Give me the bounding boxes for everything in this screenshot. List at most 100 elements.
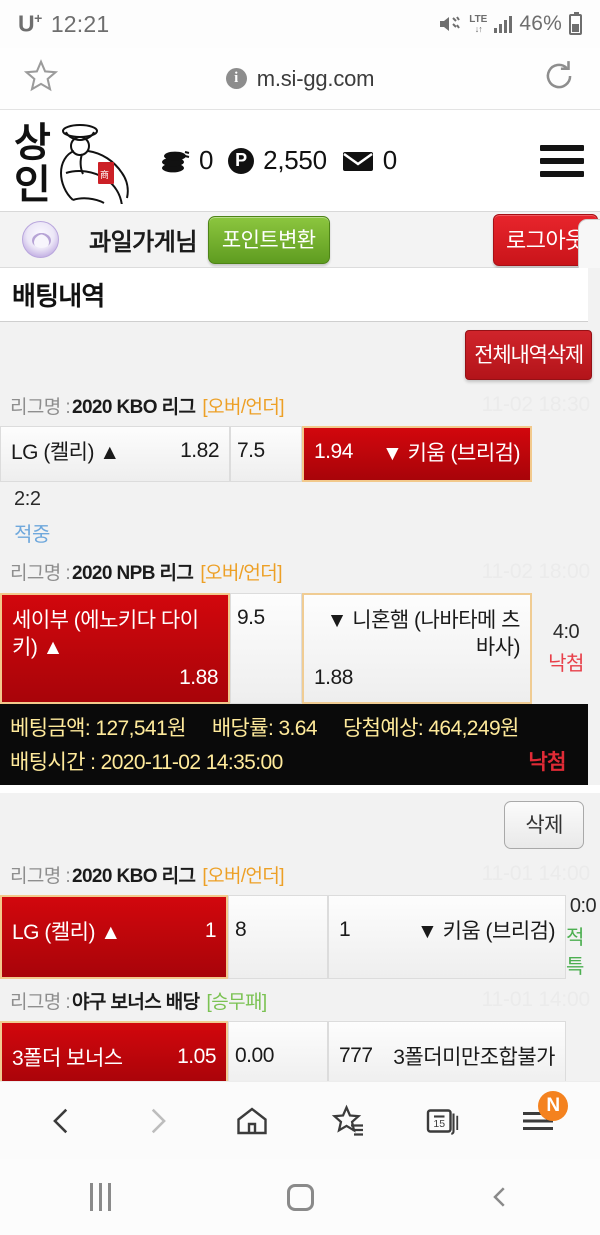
bet-option-away[interactable]: ▼ 니혼햄 (나바타메 츠바사) 1.88 bbox=[302, 592, 532, 705]
android-status-bar: U+ 12:21 LTE ↓↑ 46% bbox=[0, 0, 600, 48]
svg-text:상: 상 bbox=[14, 121, 51, 165]
bet-leg-row: 세이부 (에노키다 다이키) ▲ 1.88 9.5 ▼ 니혼햄 (나바타메 츠바… bbox=[0, 592, 600, 705]
status-left: U+ 12:21 bbox=[18, 10, 109, 38]
leg-result: 4:0 낙첨 bbox=[532, 593, 600, 704]
market-type: [오버/언더] bbox=[200, 563, 282, 585]
bet-option-home-selected[interactable]: LG (켈리) ▲ 1 bbox=[0, 895, 228, 980]
league-label: 리그명 : bbox=[10, 396, 71, 418]
league-header: 리그명 : 2020 KBO 리그 [오버/언더] 11-02 18:30 bbox=[0, 384, 600, 426]
bet-option-bonus-alt[interactable]: 777 3폴더미만조합불가 bbox=[328, 1021, 566, 1081]
bookmark-star-icon[interactable] bbox=[22, 57, 60, 100]
network-type-icon: LTE ↓↑ bbox=[469, 13, 488, 34]
page-title: 배팅내역 bbox=[12, 281, 105, 311]
home-button[interactable] bbox=[255, 1183, 345, 1211]
odds-value: 1.94 bbox=[314, 440, 353, 463]
stake: 베팅금액: 127,541원 bbox=[10, 717, 186, 741]
back-arrow-icon[interactable] bbox=[30, 1093, 94, 1149]
delete-all-button[interactable]: 전체내역삭제 bbox=[465, 330, 592, 380]
hamburger-menu-icon[interactable] bbox=[540, 144, 584, 177]
url-text: m.si-gg.com bbox=[256, 65, 375, 91]
home-icon[interactable] bbox=[220, 1093, 284, 1149]
leg-status: 적중 bbox=[14, 523, 50, 546]
league-name: 2020 NPB 리그 bbox=[72, 563, 194, 585]
recents-button[interactable] bbox=[55, 1183, 145, 1211]
svg-text:商: 商 bbox=[100, 169, 109, 180]
odds-value: 1.82 bbox=[180, 439, 219, 462]
url-field[interactable]: i m.si-gg.com bbox=[60, 66, 540, 92]
line-value: 8 bbox=[235, 918, 247, 942]
match-time: 11-01 14:00 bbox=[481, 862, 591, 886]
over-marker-icon: ▲ bbox=[42, 636, 64, 660]
svg-text:15: 15 bbox=[433, 1118, 445, 1130]
signal-strength-icon bbox=[494, 15, 513, 33]
browser-url-bar[interactable]: i m.si-gg.com bbox=[0, 48, 600, 110]
league-header: 리그명 : 야구 보너스 배당 [승무패] 11-01 14:00 bbox=[0, 979, 600, 1021]
handicap-line: 0.00 bbox=[228, 1021, 328, 1081]
handicap-line: 7.5 bbox=[230, 426, 302, 482]
leg-result: 0:0 적특 bbox=[566, 895, 600, 979]
toolbar-delete-all: 전체내역삭제 bbox=[0, 322, 600, 384]
slip-summary: 베팅금액: 127,541원 배당률: 3.64 당첨예상: 464,249원 … bbox=[0, 704, 588, 786]
under-marker-icon: ▼ bbox=[381, 442, 403, 465]
bet-leg-row: 3폴더 보너스 1.05 0.00 777 3폴더미만조합불가 bbox=[0, 1021, 600, 1081]
league-name: 야구 보너스 배당 bbox=[72, 991, 200, 1013]
back-button[interactable] bbox=[455, 1182, 545, 1212]
bonus-note: 3폴더미만조합불가 bbox=[393, 1046, 555, 1070]
browser-menu-icon[interactable]: N bbox=[506, 1090, 570, 1149]
slip-status: 낙첨 bbox=[528, 751, 566, 775]
delete-button[interactable]: 삭제 bbox=[504, 801, 584, 850]
score: 0:0 bbox=[569, 895, 597, 918]
league-label: 리그명 : bbox=[10, 865, 71, 887]
score: 4:0 bbox=[552, 620, 580, 643]
bookmarks-star-icon[interactable] bbox=[316, 1093, 380, 1149]
user-bar: 과일가게님 포인트변환 로그아웃 bbox=[0, 212, 600, 277]
svg-text:인: 인 bbox=[14, 163, 51, 204]
site-logo[interactable]: 상 인 商 bbox=[14, 118, 156, 207]
bet-option-bonus-selected[interactable]: 3폴더 보너스 1.05 bbox=[0, 1021, 228, 1081]
site-info-icon[interactable]: i bbox=[225, 68, 247, 89]
leg-status: 적특 bbox=[566, 927, 584, 979]
mute-icon bbox=[438, 14, 462, 34]
handicap-line: 8 bbox=[228, 895, 328, 980]
odds-value: 1.05 bbox=[177, 1045, 216, 1069]
league-label: 리그명 : bbox=[10, 991, 71, 1013]
status-right: LTE ↓↑ 46% bbox=[438, 11, 582, 36]
bet-option-home[interactable]: LG (켈리) ▲ 1.82 bbox=[0, 426, 230, 482]
wallet-summary: 0 P 2,550 0 bbox=[160, 145, 403, 176]
team-name: ▼ 키움 (브리검) bbox=[381, 442, 521, 465]
bet-option-away-selected[interactable]: 1.94 ▼ 키움 (브리검) bbox=[302, 426, 532, 482]
bet-leg-row: LG (켈리) ▲ 1 8 1 ▼ 키움 (브리검) 0:0 적특 bbox=[0, 895, 600, 980]
android-nav-bar bbox=[0, 1159, 600, 1235]
league-name: 2020 KBO 리그 bbox=[72, 865, 196, 887]
battery-percent: 46% bbox=[519, 12, 562, 35]
section-divider bbox=[0, 785, 600, 794]
bet-option-away[interactable]: 1 ▼ 키움 (브리검) bbox=[328, 895, 566, 980]
bet-cells: 3폴더 보너스 1.05 0.00 777 3폴더미만조합불가 bbox=[0, 1021, 566, 1081]
team-name: ▼ 키움 (브리검) bbox=[416, 920, 556, 944]
odds-value: 1.88 bbox=[314, 666, 353, 690]
match-time: 11-01 14:00 bbox=[481, 988, 591, 1012]
point-convert-button[interactable]: 포인트변환 bbox=[207, 215, 330, 264]
envelope-icon bbox=[342, 149, 374, 173]
market-type: [오버/언더] bbox=[202, 396, 284, 418]
bet-cells: 세이부 (에노키다 다이키) ▲ 1.88 9.5 ▼ 니혼햄 (나바타메 츠바… bbox=[0, 592, 532, 705]
menu-notification-badge: N bbox=[538, 1090, 569, 1121]
league-header: 리그명 : 2020 KBO 리그 [오버/언더] 11-01 14:00 bbox=[0, 853, 600, 895]
over-marker-icon: ▲ bbox=[99, 441, 120, 464]
bet-option-home-selected[interactable]: 세이부 (에노키다 다이키) ▲ 1.88 bbox=[0, 592, 230, 705]
coin-value: 0 bbox=[199, 145, 214, 175]
team-name: LG (켈리) ▲ bbox=[11, 441, 120, 464]
tabs-icon[interactable]: 15 bbox=[411, 1093, 475, 1149]
forward-arrow-icon bbox=[125, 1093, 189, 1149]
league-label: 리그명 : bbox=[10, 563, 71, 585]
league-header: 리그명 : 2020 NPB 리그 [오버/언더] 11-02 18:00 bbox=[0, 551, 600, 593]
site-header: 상 인 商 bbox=[0, 110, 600, 212]
leg-result-below: 2:2 적중 bbox=[0, 482, 600, 551]
score: 2:2 bbox=[14, 487, 41, 510]
total-odds: 배당률: 3.64 bbox=[211, 717, 318, 741]
line-value: 7.5 bbox=[237, 439, 265, 462]
reload-icon[interactable] bbox=[540, 57, 578, 100]
bet-time: 배팅시간 : 2020-11-02 14:35:00 bbox=[10, 751, 283, 775]
line-value: 0.00 bbox=[235, 1044, 274, 1068]
